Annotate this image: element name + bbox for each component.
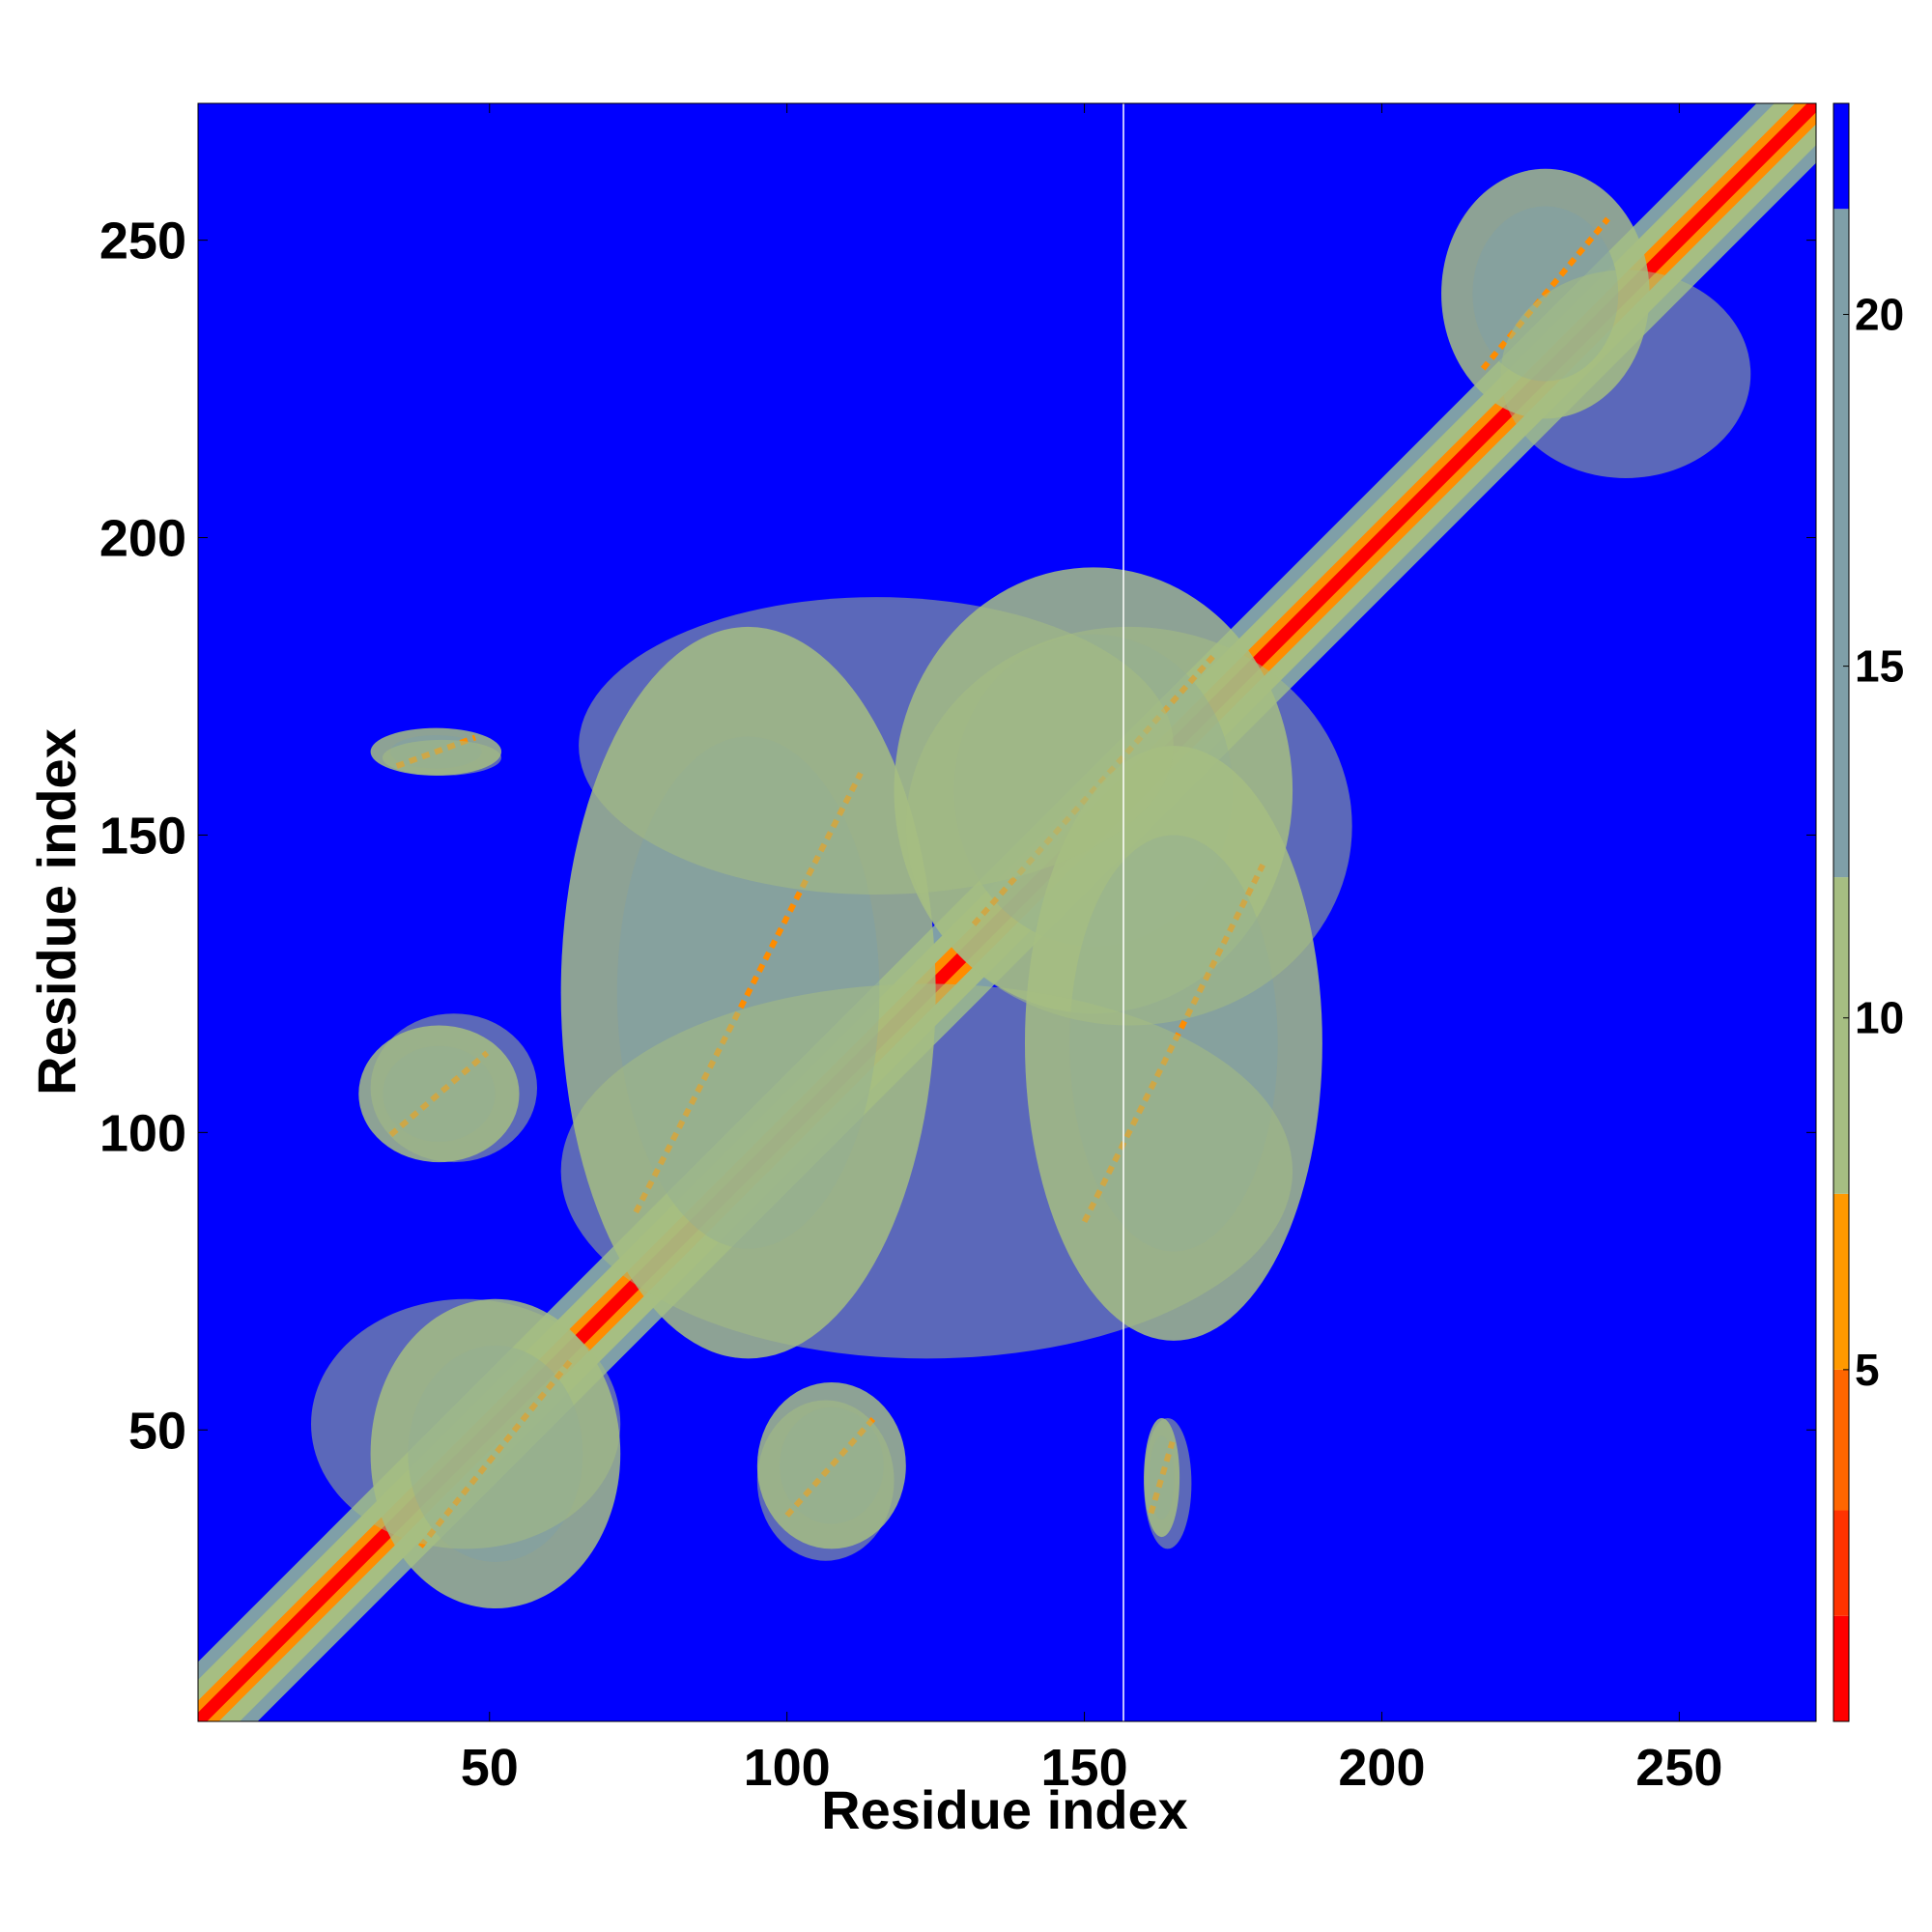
y-tick-label-0: 50 bbox=[128, 1402, 186, 1460]
y-tick-label-4: 250 bbox=[99, 213, 186, 270]
contact-strand-8 bbox=[1480, 216, 1610, 371]
x-tick-label-0: 50 bbox=[461, 1739, 519, 1797]
colorbar-frame bbox=[1833, 102, 1850, 1722]
contact-patch-mirror-1 bbox=[370, 1013, 538, 1163]
y-tick-label-3: 200 bbox=[99, 510, 186, 568]
contact-patch-mirror-7 bbox=[579, 597, 1174, 895]
contact-patch-mirror-4 bbox=[1144, 1417, 1192, 1549]
contact-patch-mirror-2 bbox=[382, 739, 502, 776]
colorbar-tick-label-3: 20 bbox=[1855, 289, 1904, 339]
y-tick-label-1: 100 bbox=[99, 1104, 186, 1162]
x-tick-label-4: 250 bbox=[1635, 1739, 1722, 1797]
x-tick-label-3: 200 bbox=[1338, 1739, 1425, 1797]
contact-patch-mirror-3 bbox=[756, 1400, 895, 1561]
y-axis-ticks: 50 100 150 200 250 bbox=[99, 213, 1816, 1460]
colorbar-tick-label-0: 5 bbox=[1855, 1345, 1880, 1395]
colorbar bbox=[1833, 102, 1850, 1722]
contact-patch-mirror-8 bbox=[1500, 270, 1751, 478]
heatmap-layer bbox=[198, 103, 1816, 1721]
colorbar-segment-4 bbox=[1833, 877, 1849, 1194]
colorbar-tick-label-2: 15 bbox=[1855, 641, 1904, 692]
x-axis-ticks: 50 100 150 200 250 bbox=[461, 103, 1722, 1797]
colorbar-segment-3 bbox=[1833, 1193, 1849, 1370]
y-axis-label: Residue index bbox=[26, 728, 87, 1095]
colorbar-ticks: 5 10 15 20 bbox=[1843, 289, 1904, 1395]
contact-patch-mirror-0 bbox=[311, 1298, 621, 1549]
contact-patch-mirror-5 bbox=[560, 983, 1293, 1359]
x-axis-label: Residue index bbox=[821, 1779, 1188, 1840]
colorbar-segment-1 bbox=[1833, 1510, 1849, 1616]
colorbar-segment-6 bbox=[1833, 103, 1849, 210]
y-tick-label-2: 150 bbox=[99, 807, 186, 865]
colorbar-segment-0 bbox=[1833, 1615, 1849, 1721]
colorbar-segment-5 bbox=[1833, 209, 1849, 878]
x-tick-label-2: 150 bbox=[1041, 1739, 1128, 1797]
colorbar-tick-label-1: 10 bbox=[1855, 993, 1904, 1043]
plot-frame bbox=[197, 102, 1817, 1722]
colorbar-segment-2 bbox=[1833, 1369, 1849, 1511]
x-tick-label-1: 100 bbox=[744, 1739, 831, 1797]
